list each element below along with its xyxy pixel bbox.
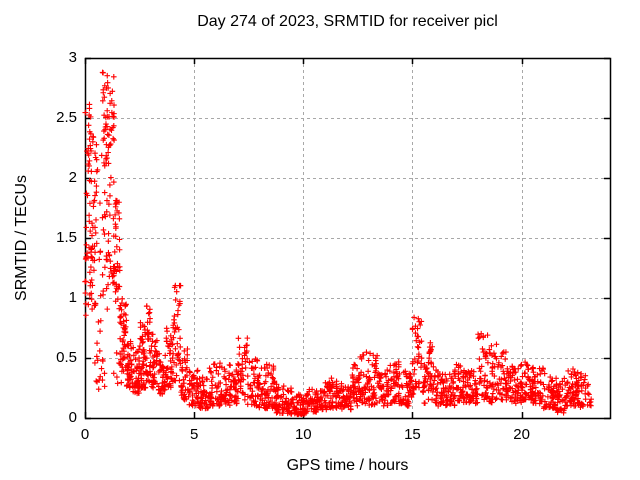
y-tick-label: 3 <box>68 49 77 66</box>
x-tick-label: 0 <box>80 426 90 443</box>
chart-title: Day 274 of 2023, SRMTID for receiver pic… <box>197 13 498 30</box>
x-tick-label: 10 <box>294 426 312 443</box>
y-tick-label: 0 <box>68 409 77 426</box>
y-tick-label: 0.5 <box>56 349 77 366</box>
y-tick-label: 2.5 <box>56 109 77 126</box>
y-tick-label: 1.5 <box>56 229 77 246</box>
x-tick-label: 5 <box>189 426 199 443</box>
y-tick-label: 2 <box>68 169 77 186</box>
x-tick-label: 20 <box>513 426 530 443</box>
y-tick-label: 1 <box>68 289 77 306</box>
x-axis-label: GPS time / hours <box>286 457 409 474</box>
x-tick-label: 15 <box>404 426 421 443</box>
